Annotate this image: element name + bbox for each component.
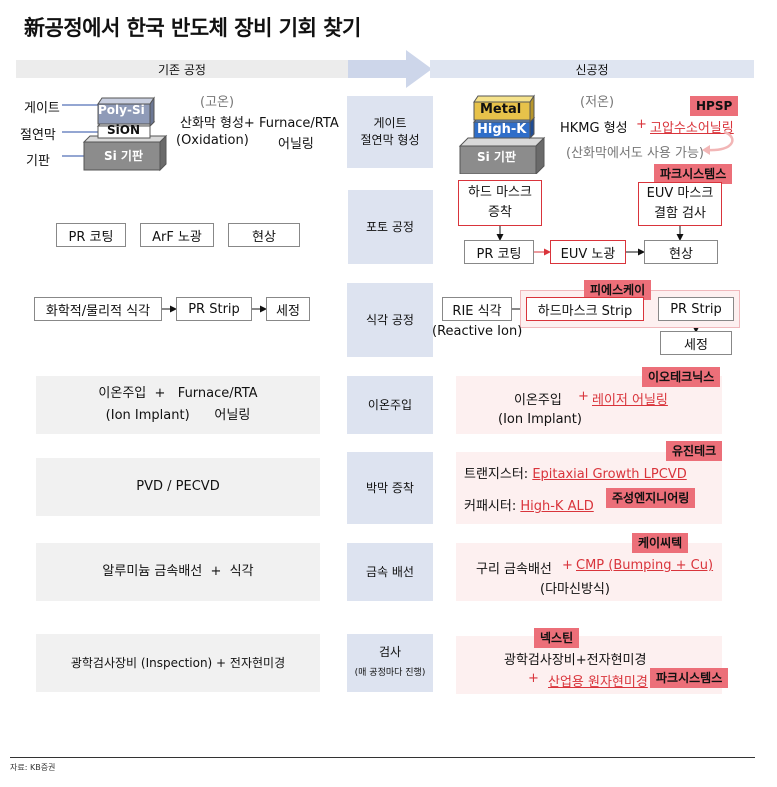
category-label: 포토 공정 [366,219,414,234]
depo-new-capacitor: 커패시터: High-K ALD [464,495,594,514]
node-rie-etch: RIE 식각 [442,297,512,321]
company-tag-jusung: 주성엔지니어링 [606,488,696,508]
gate-new-plus: + [636,117,647,132]
node-hard-mask-deposition: 하드 마스크 증착 [458,180,542,226]
temp-high: (고온) [200,95,235,110]
layer-poly-si: Poly-Si [98,103,145,117]
source-note: 자료: KB증권 [10,763,56,772]
label-gate: 게이트 [24,101,60,116]
node-develop-new: 현상 [644,240,718,264]
layer-high-k: High-K [477,122,527,137]
metal-new-damascene: (다마신방식) [540,582,610,597]
ion-new-laser-anneal: 레이저 어닐링 [592,393,668,408]
node-euv-exposure: EUV 노광 [550,240,626,264]
depo-new-epitaxial: Epitaxial Growth LPCVD [532,467,687,482]
gate-new-stack [458,94,546,174]
gate-old-line1: 산화막 형성+ Furnace/RTA [180,116,339,131]
gate-new-note: (산화막에서도 사용 가능) [566,146,705,161]
insp-old-box: 광학검사장비 (Inspection) + 전자현미경 [36,634,320,692]
node-hard-mask-strip: 하드마스크 Strip [526,297,644,321]
source-divider [10,757,755,758]
insp-new-plus: + [528,671,539,686]
category-label: 게이트 [373,116,407,130]
category-deposition: 박막 증착 [347,452,433,524]
ion-old-box: 이온주입 + Furnace/RTA (Ion Implant) 어닐링 [36,376,320,434]
depo-new-transistor-label: 트랜지스터: [464,467,533,482]
company-tag-nextin: 넥스틴 [534,628,580,648]
node-euv-mask-inspection: EUV 마스크 결함 검사 [638,182,722,226]
gate-new-hydrogen-anneal: 고압수소어닐링 [650,121,734,136]
company-tag-psk: 피에스케이 [584,280,652,300]
category-label: 검사 [378,645,402,659]
node-pr-coating: PR 코팅 [56,223,126,247]
company-tag-park-systems: 파크시스템스 [654,164,733,184]
ion-new-sub: (Ion Implant) [498,412,582,427]
node-arf-exposure: ArF 노광 [140,223,214,247]
depo-new-transistor: 트랜지스터: Epitaxial Growth LPCVD [464,463,687,482]
metal-new-cmp: CMP (Bumping + Cu) [576,558,714,573]
company-tag-kc-tech: 케이씨텍 [632,533,689,553]
ion-old-line1: 이온주입 + Furnace/RTA [98,386,258,401]
category-ion: 이온주입 [347,376,433,434]
header-old-process: 기존 공정 [16,60,348,78]
depo-old-line1: PVD / PECVD [136,479,220,494]
ion-old-line2: (Ion Implant) 어닐링 [105,408,251,423]
category-label: 박막 증착 [366,480,414,495]
gate-new-hkmg: HKMG 형성 [560,121,628,136]
node-pr-strip-new: PR Strip [658,297,734,321]
category-label: 이온주입 [367,397,413,412]
category-metal: 금속 배선 [347,543,433,601]
layer-si-substrate: Si 기판 [104,149,144,163]
company-tag-park-systems-2: 파크시스템스 [650,668,729,688]
node-pr-strip: PR Strip [176,297,252,321]
page-title: 新공정에서 한국 반도체 장비 기회 찾기 [24,16,361,40]
company-tag-eo-technics: 이오테크닉스 [642,367,721,387]
curved-arrow-icon [702,130,734,155]
ion-new-implant: 이온주입 [514,393,562,408]
header-arrow-icon [348,50,432,88]
label-substrate: 기판 [26,154,50,169]
insp-new-afm: 산업용 원자현미경 [548,675,648,690]
node-chem-phys-etch: 화학적/물리적 식각 [34,297,162,321]
metal-old-box: 알루미늄 금속배선 + 식각 [36,543,320,601]
layer-sion: SiON [107,123,140,137]
node-cleaning: 세정 [266,297,310,321]
gate-old-oxidation: (Oxidation) [176,133,249,148]
ion-new-plus: + [578,389,589,404]
metal-new-plus: + [562,558,573,573]
metal-new-copper: 구리 금속배선 [476,562,552,577]
layer-metal: Metal [480,102,522,117]
category-label: 식각 공정 [366,312,414,327]
company-tag-hpsp: HPSP [690,96,739,116]
category-note: (매 공정마다 진행) [354,668,426,678]
temp-low: (저온) [580,95,615,110]
label-insulator: 절연막 [20,128,56,143]
gate-old-anneal: 어닐링 [278,137,314,152]
insp-old-line1: 광학검사장비 (Inspection) + 전자현미경 [70,656,286,670]
category-inspection: 검사 (매 공정마다 진행) [347,634,433,692]
node-pr-coating-new: PR 코팅 [464,240,534,264]
category-photo: 포토 공정 [347,190,433,264]
category-etch: 식각 공정 [347,283,433,357]
depo-new-high-k-ald: High-K ALD [520,499,594,514]
depo-old-box: PVD / PECVD [36,458,320,516]
node-cleaning-new: 세정 [660,331,732,355]
node-develop: 현상 [228,223,300,247]
layer-si-substrate-new: Si 기판 [477,150,517,164]
gate-old-stack [62,96,168,172]
metal-old-line1: 알루미늄 금속배선 + 식각 [102,564,254,579]
rie-subtext: (Reactive Ion) [432,324,523,339]
category-label: 절연막 형성 [360,133,420,147]
category-label: 금속 배선 [366,564,414,579]
depo-new-capacitor-label: 커패시터: [464,499,521,514]
category-gate: 게이트 절연막 형성 [347,96,433,168]
company-tag-eugene-tech: 유진테크 [666,441,723,461]
header-new-process: 신공정 [430,60,754,78]
insp-new-line1: 광학검사장비+전자현미경 [504,653,647,668]
